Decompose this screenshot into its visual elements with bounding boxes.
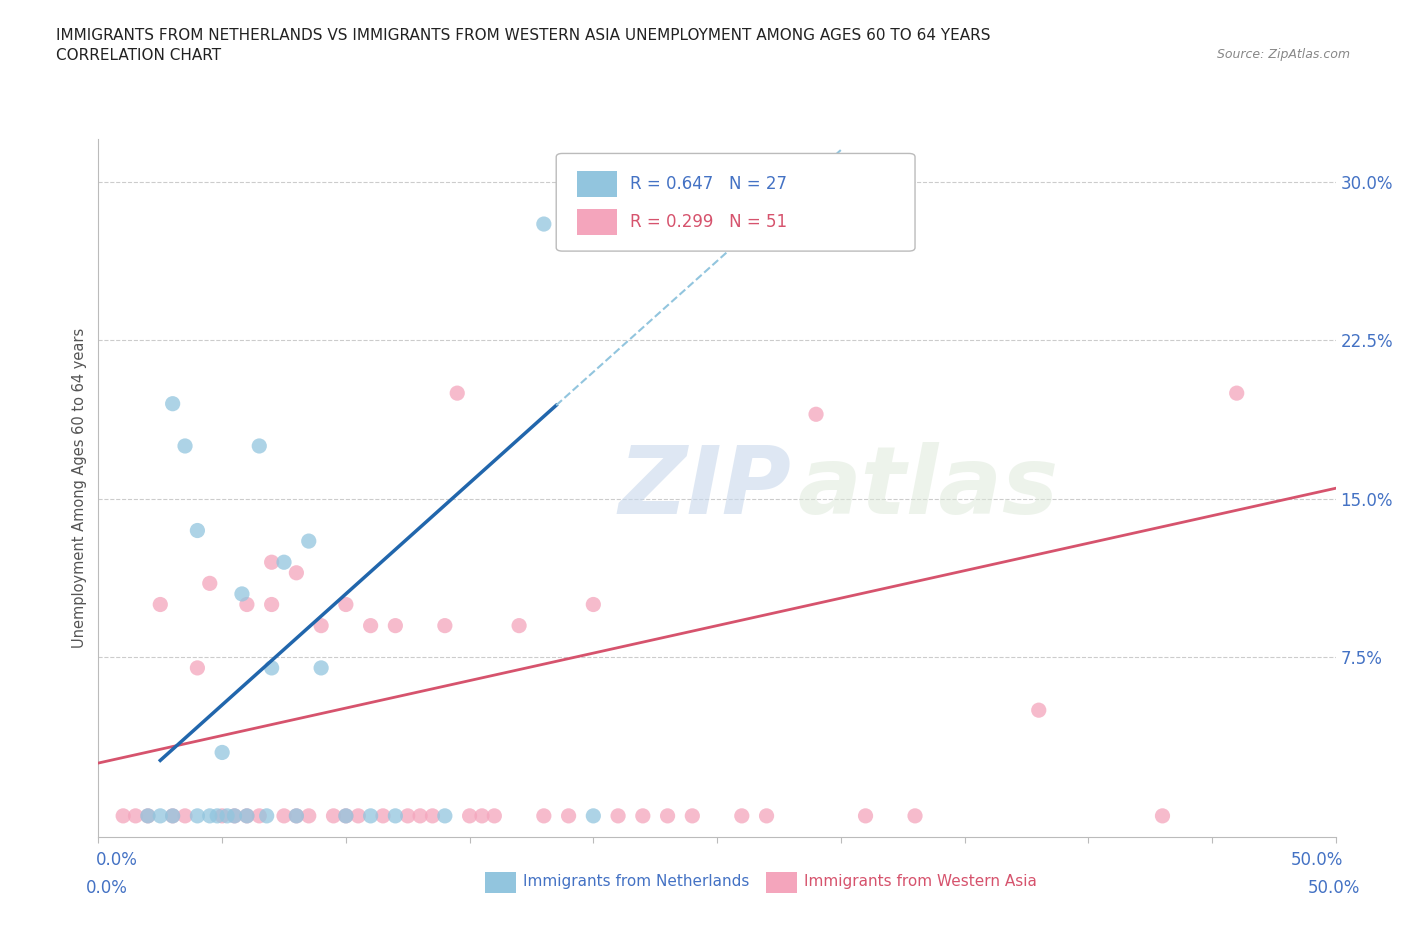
Point [260,597,283,612]
Point [236,808,259,823]
Point [446,386,468,401]
Point [360,808,382,823]
Point [681,808,703,823]
Point [335,808,357,823]
Point [298,534,321,549]
Point [298,808,321,823]
Point [217,808,239,823]
Text: CORRELATION CHART: CORRELATION CHART [56,48,221,63]
Text: R = 0.299   N = 51: R = 0.299 N = 51 [630,213,787,231]
Point [322,808,344,823]
Point [335,597,357,612]
Point [149,808,172,823]
Point [186,523,208,538]
Point [260,555,283,570]
Point [360,618,382,633]
Point [396,808,419,823]
Text: ZIP: ZIP [619,443,792,534]
Point [162,808,184,823]
Point [1028,703,1050,718]
Point [236,808,259,823]
Text: 50.0%: 50.0% [1308,879,1361,897]
Text: 0.0%: 0.0% [96,851,138,869]
Point [1226,386,1249,401]
Y-axis label: Unemployment Among Ages 60 to 64 years: Unemployment Among Ages 60 to 64 years [72,328,87,648]
Point [231,587,253,602]
Point [384,808,406,823]
Point [285,808,308,823]
Point [247,439,270,454]
Point [855,808,877,823]
FancyBboxPatch shape [557,153,915,251]
Text: 0.0%: 0.0% [86,879,128,897]
Point [1152,808,1174,823]
Point [174,808,197,823]
Point [247,808,270,823]
Point [433,808,456,823]
Point [508,618,530,633]
Point [755,808,778,823]
Point [149,597,172,612]
Point [260,660,283,675]
Point [124,808,146,823]
Point [804,406,827,421]
Point [409,808,432,823]
Point [433,618,456,633]
Point [582,597,605,612]
Point [384,618,406,633]
Point [136,808,159,823]
Point [657,808,679,823]
Point [458,808,481,823]
Text: atlas: atlas [797,443,1059,534]
Point [198,576,221,591]
Point [285,565,308,580]
Bar [578,171,617,197]
Bar [578,208,617,235]
Text: Immigrants from Western Asia: Immigrants from Western Asia [804,874,1038,889]
Point [471,808,494,823]
Point [533,217,555,232]
Text: R = 0.647   N = 27: R = 0.647 N = 27 [630,175,787,193]
Point [335,808,357,823]
Point [309,618,332,633]
Point [174,439,197,454]
Point [582,808,605,823]
Point [484,808,506,823]
Point [422,808,444,823]
Point [198,808,221,823]
Point [162,396,184,411]
Point [371,808,394,823]
Point [205,808,228,823]
Point [256,808,278,823]
Text: Source: ZipAtlas.com: Source: ZipAtlas.com [1216,48,1350,61]
Point [904,808,927,823]
Text: Immigrants from Netherlands: Immigrants from Netherlands [523,874,749,889]
Point [347,808,370,823]
Point [285,808,308,823]
Point [731,808,754,823]
Point [309,660,332,675]
Point [211,808,233,823]
Text: 50.0%: 50.0% [1291,851,1343,869]
Point [211,745,233,760]
Point [136,808,159,823]
Point [112,808,135,823]
Point [631,808,654,823]
Point [557,808,579,823]
Point [533,808,555,823]
Point [162,808,184,823]
Point [224,808,246,823]
Point [186,808,208,823]
Point [273,555,295,570]
Point [224,808,246,823]
Point [607,808,630,823]
Point [273,808,295,823]
Point [186,660,208,675]
Text: IMMIGRANTS FROM NETHERLANDS VS IMMIGRANTS FROM WESTERN ASIA UNEMPLOYMENT AMONG A: IMMIGRANTS FROM NETHERLANDS VS IMMIGRANT… [56,28,991,43]
Point [236,597,259,612]
